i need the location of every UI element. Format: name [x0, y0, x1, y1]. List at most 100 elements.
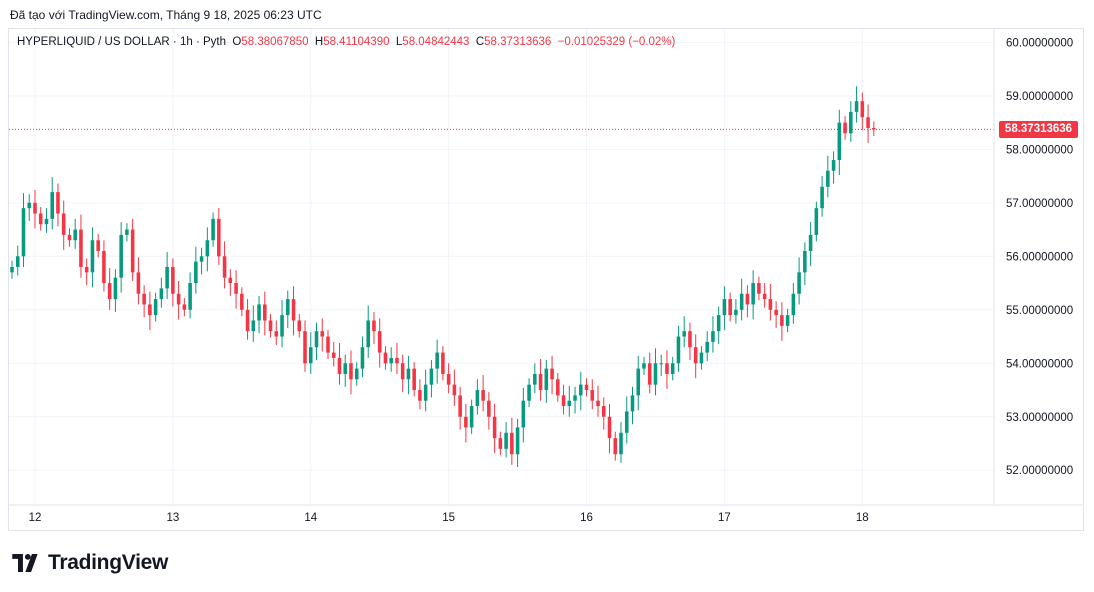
candle[interactable]	[464, 403, 468, 443]
candle[interactable]	[544, 360, 549, 403]
candle[interactable]	[337, 342, 342, 385]
candle[interactable]	[837, 109, 842, 176]
candle[interactable]	[21, 193, 26, 267]
candle[interactable]	[331, 341, 336, 367]
candle[interactable]	[125, 223, 129, 242]
candle[interactable]	[527, 378, 531, 408]
candle[interactable]	[682, 316, 686, 348]
candle[interactable]	[866, 104, 870, 143]
candle[interactable]	[814, 201, 819, 242]
candle[interactable]	[699, 346, 704, 370]
candle[interactable]	[808, 222, 813, 266]
candle[interactable]	[826, 155, 830, 198]
candle[interactable]	[274, 320, 279, 346]
candle[interactable]	[245, 299, 250, 340]
candle[interactable]	[113, 269, 118, 312]
candle[interactable]	[251, 305, 256, 342]
candle[interactable]	[314, 322, 319, 361]
candle[interactable]	[774, 301, 778, 328]
candle[interactable]	[872, 121, 876, 136]
candle[interactable]	[860, 92, 865, 131]
candle[interactable]	[303, 320, 307, 372]
candle[interactable]	[446, 363, 451, 394]
candle[interactable]	[56, 183, 60, 227]
candle[interactable]	[349, 350, 353, 395]
candle[interactable]	[435, 339, 439, 384]
candle[interactable]	[624, 396, 629, 444]
candle[interactable]	[642, 356, 646, 376]
candle[interactable]	[257, 295, 261, 334]
candle[interactable]	[15, 245, 20, 276]
candle[interactable]	[102, 240, 106, 292]
candle[interactable]	[400, 354, 405, 393]
candle[interactable]	[50, 177, 54, 230]
candle[interactable]	[176, 280, 181, 320]
candle[interactable]	[596, 385, 600, 417]
candle[interactable]	[33, 189, 37, 229]
candle[interactable]	[780, 302, 784, 341]
candle[interactable]	[688, 322, 692, 361]
candle[interactable]	[44, 208, 49, 233]
candle[interactable]	[820, 176, 824, 217]
candle[interactable]	[280, 300, 284, 348]
candle[interactable]	[153, 292, 158, 322]
candle[interactable]	[27, 194, 32, 222]
candle[interactable]	[10, 260, 14, 279]
candle[interactable]	[84, 258, 89, 286]
candle[interactable]	[533, 363, 537, 394]
candle[interactable]	[843, 116, 847, 140]
candle[interactable]	[418, 379, 422, 410]
candle[interactable]	[354, 362, 359, 386]
candle[interactable]	[705, 331, 709, 362]
candle[interactable]	[383, 346, 388, 370]
candle[interactable]	[751, 270, 755, 320]
candle[interactable]	[498, 431, 503, 456]
candle[interactable]	[234, 270, 238, 309]
candle[interactable]	[389, 347, 393, 372]
candle[interactable]	[665, 350, 669, 389]
candle[interactable]	[785, 308, 790, 333]
candle[interactable]	[38, 207, 43, 231]
candle[interactable]	[797, 257, 801, 305]
candle[interactable]	[165, 252, 169, 300]
candle[interactable]	[647, 352, 652, 394]
candle[interactable]	[263, 291, 267, 336]
candle[interactable]	[211, 212, 215, 247]
candle[interactable]	[372, 311, 376, 345]
candle[interactable]	[377, 318, 382, 368]
candle[interactable]	[579, 371, 583, 411]
candle[interactable]	[268, 314, 273, 338]
candle[interactable]	[636, 355, 641, 411]
candle[interactable]	[653, 348, 658, 396]
candle[interactable]	[854, 86, 859, 123]
candle[interactable]	[130, 218, 135, 281]
candle[interactable]	[475, 379, 480, 415]
candle[interactable]	[607, 403, 612, 454]
candle[interactable]	[360, 336, 365, 378]
candle[interactable]	[136, 257, 141, 305]
candle[interactable]	[285, 290, 290, 328]
candle[interactable]	[849, 101, 853, 142]
candle[interactable]	[90, 227, 95, 288]
candle[interactable]	[601, 397, 606, 430]
candle[interactable]	[222, 241, 227, 289]
candle[interactable]	[590, 379, 595, 410]
candle[interactable]	[320, 318, 325, 352]
candle[interactable]	[343, 354, 348, 387]
candle[interactable]	[716, 306, 721, 345]
candle[interactable]	[297, 314, 302, 338]
candle[interactable]	[561, 384, 566, 415]
candle[interactable]	[613, 431, 618, 461]
candle[interactable]	[441, 346, 445, 381]
candle[interactable]	[79, 214, 83, 278]
candle[interactable]	[791, 283, 796, 324]
candle[interactable]	[481, 375, 485, 412]
candle[interactable]	[366, 305, 370, 358]
candle[interactable]	[739, 278, 744, 321]
candle[interactable]	[762, 283, 767, 308]
candle[interactable]	[693, 334, 698, 379]
candle[interactable]	[584, 378, 589, 397]
candle[interactable]	[148, 291, 152, 331]
candle[interactable]	[423, 369, 428, 412]
